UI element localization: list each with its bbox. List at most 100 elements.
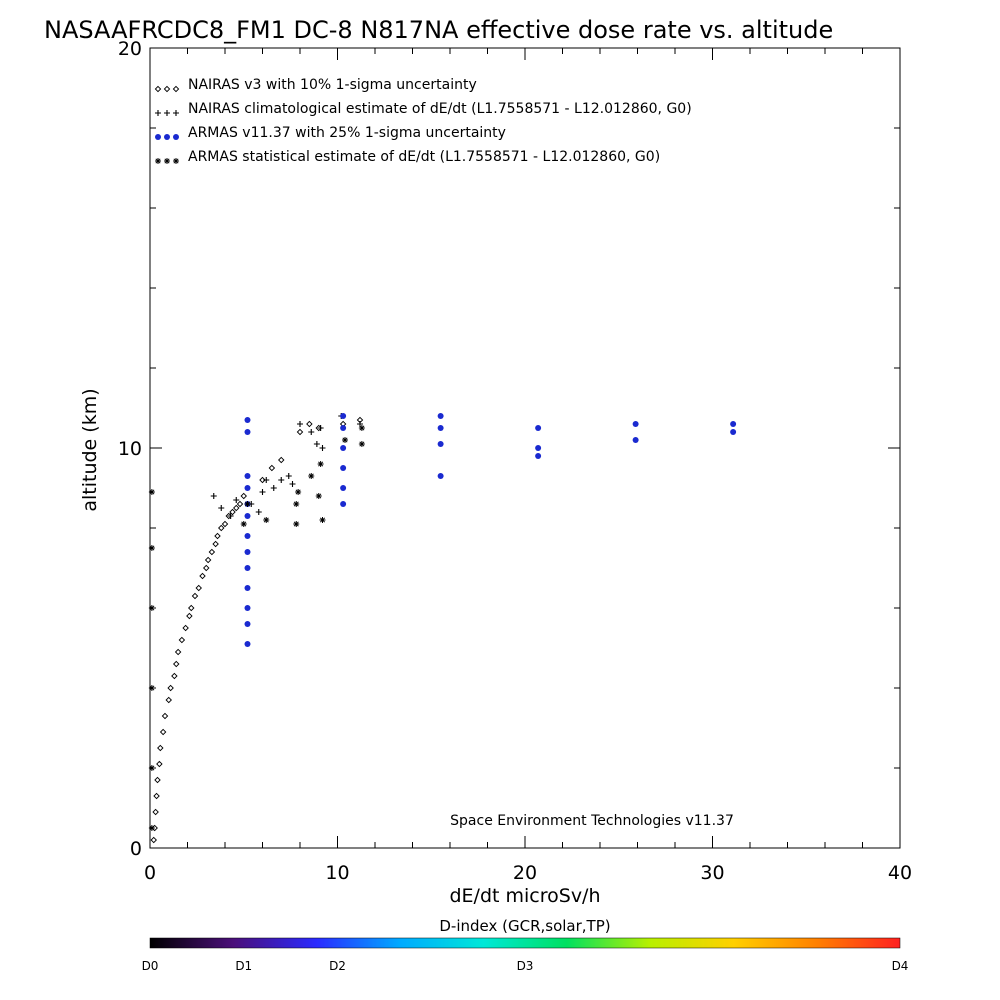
data-point — [148, 685, 155, 691]
data-point — [296, 428, 304, 436]
x-tick-label: 30 — [700, 862, 724, 884]
legend-marker — [154, 85, 162, 93]
data-point — [297, 421, 303, 427]
y-tick-label: 20 — [118, 38, 142, 60]
data-point — [244, 605, 251, 611]
data-point — [730, 421, 737, 427]
data-point — [268, 464, 276, 472]
series-plus — [210, 413, 363, 519]
data-point — [632, 437, 639, 443]
data-point — [178, 636, 186, 644]
credit-annotation: Space Environment Technologies v11.37 — [450, 813, 734, 829]
data-point — [221, 520, 229, 528]
legend-marker — [155, 134, 161, 140]
data-point — [210, 493, 217, 499]
legend-marker — [155, 110, 161, 116]
data-point — [437, 413, 444, 419]
data-point — [244, 473, 251, 479]
data-point — [308, 473, 315, 479]
legend-entry: NAIRAS climatological estimate of dE/dt … — [188, 101, 692, 117]
data-point — [340, 501, 347, 507]
data-point — [148, 489, 155, 495]
data-point — [244, 513, 251, 519]
data-point — [285, 473, 292, 479]
data-point — [340, 485, 347, 491]
colorbar-label: D4 — [892, 959, 909, 973]
data-point — [212, 540, 219, 548]
plot-frame — [149, 47, 901, 849]
data-point — [340, 413, 347, 419]
data-point — [358, 425, 365, 431]
data-point — [293, 521, 300, 527]
y-tick-label: 0 — [130, 838, 142, 860]
data-point — [259, 489, 266, 495]
y-axis-label: altitude (km) — [79, 388, 101, 511]
data-point — [157, 744, 164, 752]
data-point — [154, 776, 161, 784]
data-point — [218, 505, 225, 511]
x-tick-label: 40 — [888, 862, 912, 884]
data-point — [270, 485, 277, 491]
data-point — [159, 728, 167, 736]
data-point — [182, 624, 189, 632]
data-point — [535, 445, 542, 451]
data-point — [317, 461, 324, 467]
legend-marker — [172, 85, 180, 93]
series-asterisk — [148, 425, 365, 831]
data-point — [315, 493, 322, 499]
data-point — [278, 477, 285, 483]
data-point — [244, 585, 251, 591]
colorbar-label: D3 — [517, 959, 534, 973]
chart-title: NASAAFRCDC8_FM1 DC-8 N817NA effective do… — [44, 16, 833, 44]
data-marks — [148, 413, 737, 844]
data-point — [191, 592, 199, 600]
data-point — [342, 437, 348, 443]
data-point — [156, 760, 163, 768]
data-point — [214, 532, 221, 540]
data-point — [289, 481, 296, 487]
data-point — [229, 508, 236, 516]
legend-entry: NAIRAS v3 with 10% 1-sigma uncertainty — [188, 77, 477, 93]
data-point — [188, 604, 195, 612]
data-point — [240, 521, 247, 527]
colorbar-label: D1 — [235, 959, 252, 973]
data-point — [227, 513, 234, 519]
colorbar-labels: D0 D1 D2 D3 D4 — [142, 959, 909, 973]
data-point — [340, 465, 347, 471]
legend: NAIRAS v3 with 10% 1-sigma uncertainty NA… — [154, 77, 692, 165]
data-point — [340, 445, 347, 451]
data-point — [208, 548, 216, 556]
y-tick-label: 10 — [118, 438, 142, 460]
data-point — [306, 420, 313, 428]
colorbar-label: D2 — [329, 959, 346, 973]
data-point — [632, 421, 639, 427]
data-point — [195, 584, 202, 592]
series-dot — [244, 413, 737, 647]
x-tick-label: 0 — [144, 862, 156, 884]
data-point — [218, 524, 225, 532]
legend-marker — [163, 85, 171, 93]
data-point — [171, 672, 178, 680]
data-point — [319, 517, 326, 523]
data-point — [259, 476, 266, 484]
data-point — [730, 429, 737, 435]
colorbar-label: D0 — [142, 959, 159, 973]
legend-marker — [164, 110, 170, 116]
data-point — [535, 425, 542, 431]
data-point — [174, 648, 182, 656]
legend-entry: ARMAS v11.37 with 25% 1-sigma uncertaint… — [188, 125, 506, 141]
data-point — [244, 429, 251, 435]
data-point — [263, 517, 270, 523]
data-point — [148, 825, 155, 831]
data-point — [186, 612, 193, 620]
data-point — [263, 477, 270, 483]
data-point — [535, 453, 542, 459]
data-point — [244, 621, 251, 627]
data-point — [148, 605, 155, 611]
data-point — [244, 501, 251, 507]
data-point — [244, 485, 251, 491]
data-point — [244, 565, 251, 571]
legend-marker — [173, 110, 179, 116]
data-point — [152, 808, 159, 816]
